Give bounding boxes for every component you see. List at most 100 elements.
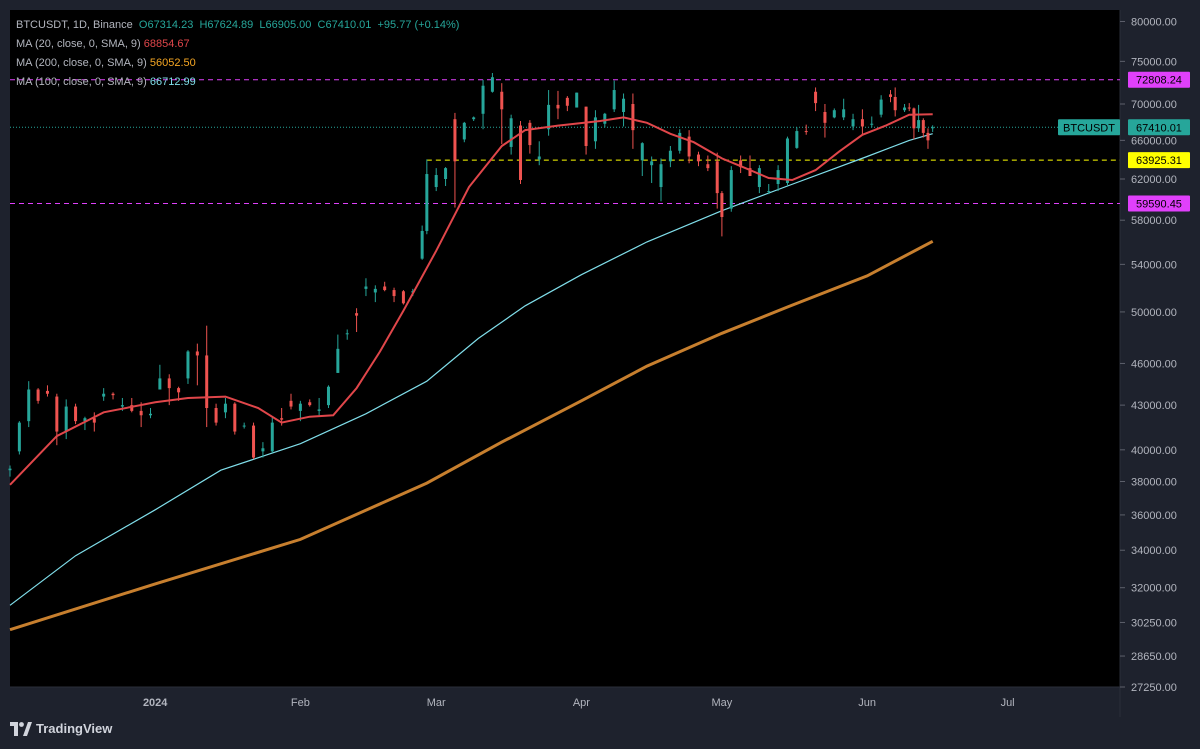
candle — [252, 422, 256, 460]
low-value: L66905.00 — [259, 19, 312, 31]
tradingview-logo[interactable]: TradingView — [10, 721, 112, 736]
candle — [425, 159, 429, 235]
candle-body — [27, 389, 31, 422]
ma200-label: MA (200, close, 0, SMA, 9) — [16, 57, 147, 69]
ma100-label: MA (100, close, 0, SMA, 9) — [16, 76, 147, 88]
candle — [289, 393, 293, 410]
candle — [261, 442, 265, 458]
candle — [842, 98, 846, 121]
candle — [860, 109, 864, 135]
candle-body — [490, 77, 494, 92]
brand-name: TradingView — [36, 721, 113, 736]
x-tick-label: 2024 — [143, 697, 168, 709]
candle — [612, 80, 616, 112]
candle — [401, 290, 405, 305]
high-value: H67624.89 — [199, 19, 254, 31]
candle-body — [453, 119, 457, 162]
chart-legend: BTCUSDT, 1D, Binance O67314.23 H67624.89… — [16, 16, 459, 92]
candle — [130, 397, 134, 413]
candle-body — [345, 333, 349, 335]
candle — [547, 90, 551, 136]
candle — [92, 412, 96, 432]
candle — [631, 93, 635, 149]
candle-body — [195, 351, 199, 356]
candle-body — [851, 119, 855, 127]
candle-body — [921, 120, 925, 133]
candle-body — [917, 120, 921, 129]
candle — [565, 96, 569, 112]
candle-body — [289, 400, 293, 407]
y-tick-label: 38000.00 — [1131, 477, 1177, 489]
candle-body — [462, 122, 466, 140]
tradingview-icon — [10, 721, 32, 736]
candle — [111, 392, 115, 400]
candle — [659, 158, 663, 202]
x-tick-label: Mar — [427, 697, 446, 709]
candle-body — [715, 161, 719, 194]
candle-body — [308, 402, 312, 406]
candle-body — [298, 403, 302, 411]
candle — [650, 156, 654, 183]
candle-body — [205, 355, 209, 409]
candle — [823, 103, 827, 138]
y-tick-label: 28650.00 — [1131, 651, 1177, 663]
candle — [17, 421, 21, 455]
candle-body — [102, 393, 106, 397]
candle-body — [640, 143, 644, 161]
candle-body — [519, 125, 523, 180]
ma200-legend[interactable]: MA (200, close, 0, SMA, 9) 56052.50 — [16, 54, 459, 73]
candle-body — [767, 191, 771, 193]
y-tick-label: 66000.00 — [1131, 135, 1177, 147]
candle — [593, 110, 597, 149]
candle — [195, 343, 199, 386]
x-tick-label: May — [712, 697, 733, 709]
candle — [795, 127, 799, 149]
candle-body — [631, 103, 635, 131]
candle — [893, 87, 897, 117]
candle — [326, 385, 330, 409]
candle-body — [622, 98, 626, 112]
candle-body — [420, 230, 424, 259]
candle — [186, 350, 190, 384]
candle — [879, 95, 883, 118]
candle — [490, 73, 494, 93]
candle — [472, 116, 476, 122]
candle-body — [565, 97, 569, 106]
chart-area[interactable]: 80000.00 75000.00 70000.00 66000.00 62000.00… — [8, 10, 1190, 717]
candle-body — [575, 92, 579, 108]
candle — [149, 408, 153, 419]
y-tick-label: 46000.00 — [1131, 358, 1177, 370]
candle — [720, 191, 724, 237]
candle — [668, 145, 672, 168]
candle — [317, 397, 321, 416]
candle — [64, 399, 68, 440]
candle-body — [139, 410, 143, 416]
ma100-legend[interactable]: MA (100, close, 0, SMA, 9) 66712.99 — [16, 73, 459, 92]
candle-body — [889, 94, 893, 97]
ma200-line — [9, 239, 934, 632]
candle-body — [823, 111, 827, 123]
candle — [345, 329, 349, 340]
candle-body — [373, 288, 377, 293]
candle-body — [603, 113, 607, 124]
candle — [223, 397, 227, 419]
y-tick-label: 40000.00 — [1131, 445, 1177, 457]
candle — [678, 129, 682, 154]
y-tick-label: 80000.00 — [1131, 16, 1177, 28]
ma20-legend[interactable]: MA (20, close, 0, SMA, 9) 68854.67 — [16, 35, 459, 54]
candle — [392, 287, 396, 303]
candle-body — [186, 351, 190, 379]
y-tick-label: 27250.00 — [1131, 682, 1177, 694]
candle — [804, 124, 808, 135]
candle-body — [17, 422, 21, 452]
candle — [556, 90, 560, 120]
candle-body — [785, 138, 789, 183]
candle — [767, 183, 771, 195]
candle-body — [317, 409, 321, 411]
candle-body — [149, 413, 153, 416]
candle — [870, 116, 874, 128]
candle — [575, 92, 579, 108]
x-tick-label: Apr — [573, 697, 590, 709]
y-tick-label: 34000.00 — [1131, 545, 1177, 557]
